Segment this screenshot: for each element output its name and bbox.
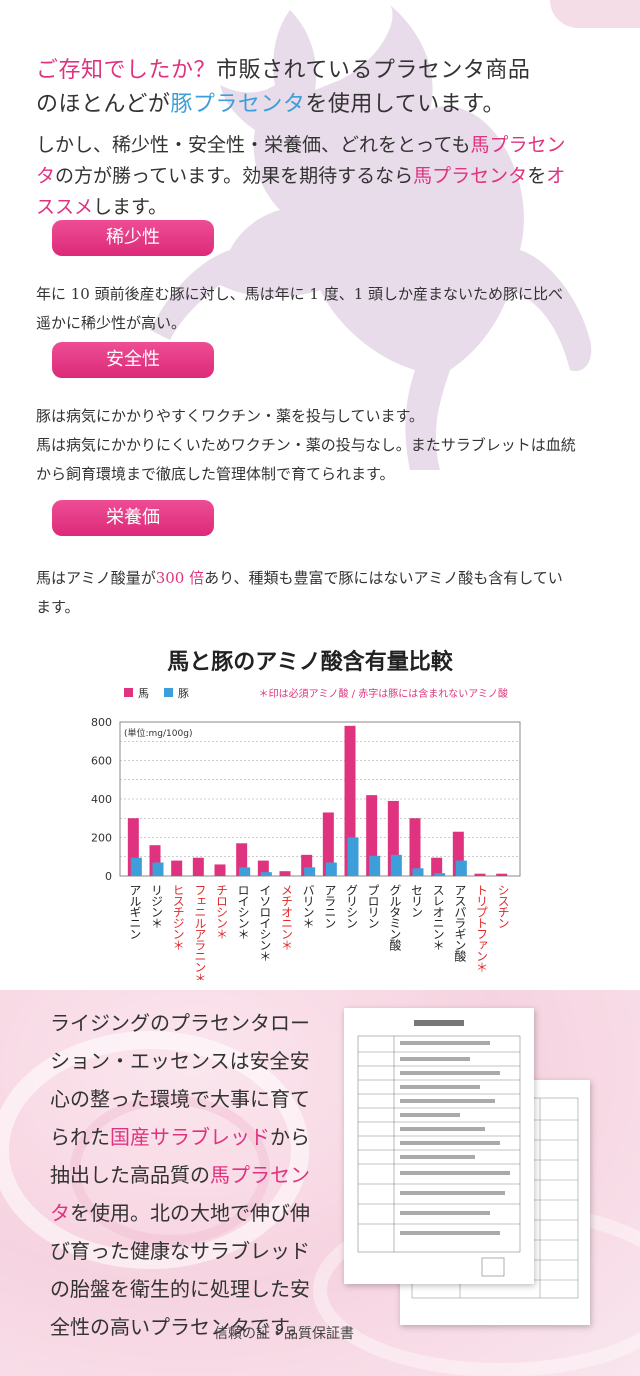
x-tick-label: アスパラギン酸 bbox=[453, 884, 467, 962]
amino-acid-chart: 馬 豚 ＊印は必須アミノ酸 / 赤字は豚には含まれないアミノ酸 0 200 400 600 8… bbox=[91, 687, 521, 980]
bar-horse bbox=[236, 843, 248, 876]
bar-horse bbox=[344, 725, 356, 876]
para2-highlight2: 馬プラセンタ bbox=[413, 165, 528, 187]
intro-line2-post: を使用しています。 bbox=[305, 92, 506, 117]
bar-pig bbox=[325, 862, 337, 876]
safety-text-line2: 馬は病気にかかりにくいためワクチン・薬の投与なし。またサラブレットは血統から飼育… bbox=[36, 436, 576, 483]
y-tick-label: 0 bbox=[105, 870, 112, 883]
x-tick-label: ロイシン＊ bbox=[236, 884, 250, 939]
nutrition-badge: 栄養価 bbox=[52, 500, 214, 536]
x-tick-label: スレオニン＊ bbox=[431, 884, 445, 950]
nutrition-text-post: あり、種類も豊富で豚にはないアミノ酸も含有しています。 bbox=[36, 569, 563, 616]
para2-text3: を bbox=[527, 165, 547, 187]
x-tick-label: トリプトファン＊ bbox=[475, 884, 489, 972]
x-tick-label: リジン＊ bbox=[150, 884, 164, 928]
para2-text4: します。 bbox=[93, 196, 168, 218]
bar-horse bbox=[474, 873, 486, 876]
bar-horse bbox=[171, 860, 183, 876]
comparison-paragraph: しかし、稀少性・安全性・栄養価、どれをとっても馬プラセンタの方が勝っています。効… bbox=[36, 130, 566, 223]
legend-label-horse: 馬 bbox=[138, 687, 149, 700]
bar-pig bbox=[369, 855, 381, 876]
bar-pig bbox=[304, 867, 316, 876]
bar-pig bbox=[130, 857, 142, 876]
safety-badge: 安全性 bbox=[52, 342, 214, 378]
intro-question: ご存知でしたか？ bbox=[36, 58, 217, 83]
x-tick-label: メチオニン＊ bbox=[280, 884, 294, 950]
x-tick-label: チロシン＊ bbox=[215, 884, 229, 939]
intro-line2-pre: のほとんどが bbox=[36, 92, 171, 117]
y-tick-label: 400 bbox=[91, 793, 112, 806]
bar-horse bbox=[149, 845, 161, 876]
product-text2: から抽出した高品質の bbox=[50, 1125, 310, 1187]
nutrition-text-pre: 馬はアミノ酸量が bbox=[36, 569, 156, 587]
bar-horse bbox=[366, 795, 378, 876]
safety-text-line1: 豚は病気にかかりやすくワクチン・薬を投与しています。 bbox=[36, 407, 425, 425]
intro-line1: ご存知でしたか？市販されているプラセンタ商品 bbox=[36, 54, 596, 88]
x-tick-label: グルタミン酸 bbox=[388, 884, 402, 951]
legend-label-pig: 豚 bbox=[178, 687, 189, 700]
unit-label: (単位:mg/100g) bbox=[124, 727, 192, 739]
y-tick-label: 800 bbox=[91, 716, 112, 729]
x-tick-label: アルギニン bbox=[128, 884, 142, 939]
rarity-badge: 稀少性 bbox=[52, 220, 214, 256]
x-tick-label: ヒスチジン＊ bbox=[171, 884, 185, 950]
x-tick-label: バリン＊ bbox=[301, 884, 315, 928]
safety-text: 豚は病気にかかりやすくワクチン・薬を投与しています。 馬は病気にかかりにくいため… bbox=[36, 402, 576, 489]
para2-highlight1: 馬プラセンタ bbox=[36, 134, 566, 187]
x-tick-label: グリシン bbox=[345, 884, 359, 928]
product-description: ライジングのプラセンタローション・エッセンスは安全安心の整った環境で大事に育てら… bbox=[50, 1004, 318, 1346]
corner-decoration bbox=[550, 0, 640, 28]
nutrition-text-highlight: 300 倍 bbox=[155, 569, 205, 587]
para2-text1: しかし、稀少性・安全性・栄養価、どれをとっても bbox=[36, 134, 471, 156]
domestic-thoroughbred: 国産サラブレッド bbox=[110, 1125, 270, 1149]
intro-pig-placenta: 豚プラセンタ bbox=[170, 92, 306, 117]
bar-horse bbox=[214, 864, 226, 876]
bar-horse bbox=[322, 812, 334, 876]
nutrition-text: 馬はアミノ酸量が300 倍あり、種類も豊富で豚にはないアミノ酸も含有しています。 bbox=[36, 564, 576, 622]
legend-swatch-horse bbox=[124, 688, 133, 697]
bar-horse bbox=[431, 857, 443, 876]
rarity-text: 年に 10 頭前後産む豚に対し、馬は年に 1 度、1 頭しか産まないため豚に比べ… bbox=[36, 285, 564, 332]
bar-horse bbox=[192, 857, 204, 876]
horse-silhouette bbox=[150, 5, 592, 470]
para2-text2: の方が勝っています。効果を期待するなら bbox=[55, 165, 414, 187]
intro-line1-text: 市販されているプラセンタ商品 bbox=[216, 58, 531, 83]
product-text3: を使用。北の大地で伸び伸び育った健康なサラブレッドの胎盤を衛生的に処理した安全性… bbox=[50, 1201, 310, 1339]
bar-pig bbox=[455, 860, 467, 876]
bar-horse bbox=[496, 873, 508, 876]
x-tick-label: イソロイシン＊ bbox=[258, 884, 272, 961]
bar-horse bbox=[257, 860, 269, 876]
certificate-caption: 信頼の証・品質保証書 bbox=[214, 1326, 354, 1342]
horse-placenta: 馬プラセンタ bbox=[50, 1163, 310, 1225]
y-tick-label: 600 bbox=[91, 755, 112, 768]
chart-title: 馬と豚のアミノ酸含有量比較 bbox=[167, 650, 453, 675]
bar-horse bbox=[301, 854, 313, 876]
bar-pig bbox=[260, 872, 272, 876]
x-tick-label: シスチン bbox=[496, 884, 510, 928]
intro-line2: のほとんどが豚プラセンタを使用しています。 bbox=[36, 88, 596, 122]
bar-horse bbox=[387, 800, 399, 876]
bar-pig bbox=[347, 837, 359, 876]
bar-horse bbox=[127, 818, 139, 876]
x-tick-label: プロリン bbox=[366, 884, 380, 928]
bar-pig bbox=[434, 873, 446, 876]
bar-pig bbox=[152, 862, 164, 876]
bar-pig bbox=[412, 868, 424, 876]
product-text1: ライジングのプラセンタローション・エッセンスは安全安心の整った環境で大事に育てら… bbox=[50, 1011, 310, 1149]
chart-note: ＊印は必須アミノ酸 / 赤字は豚には含まれないアミノ酸 bbox=[259, 687, 508, 700]
x-tick-label: アラニン bbox=[323, 884, 337, 928]
x-tick-label: フェニルアラニン＊ bbox=[193, 884, 207, 980]
bar-pig bbox=[390, 854, 402, 876]
legend-swatch-pig bbox=[164, 688, 173, 697]
x-tick-label: セリン bbox=[410, 884, 424, 917]
y-tick-label: 200 bbox=[91, 832, 112, 845]
quality-certificate-image bbox=[344, 1008, 534, 1284]
para2-highlight3: オススメ bbox=[36, 165, 566, 218]
intro-heading: ご存知でしたか？市販されているプラセンタ商品 のほとんどが豚プラセンタを使用して… bbox=[36, 54, 596, 122]
bar-horse bbox=[409, 818, 421, 876]
bar-horse bbox=[279, 871, 291, 876]
bar-pig bbox=[239, 867, 251, 876]
bar-horse bbox=[452, 831, 464, 876]
